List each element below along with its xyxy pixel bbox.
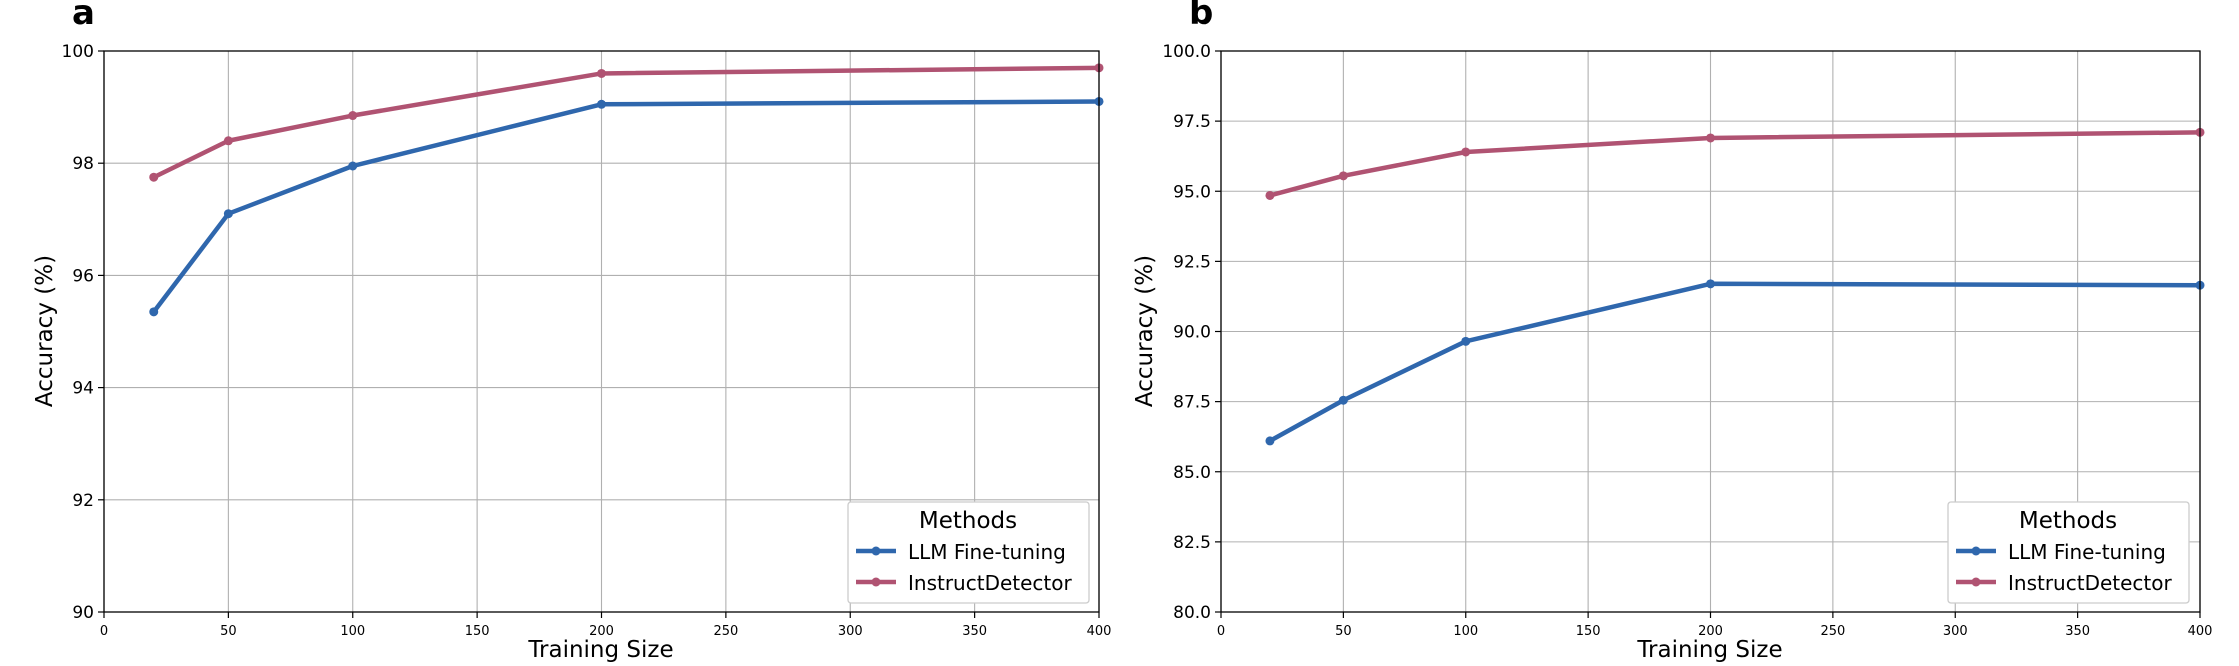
- x-tick-label: 300: [1943, 624, 1968, 639]
- legend-label: InstructDetector: [908, 571, 1072, 595]
- x-tick-label: 300: [838, 624, 863, 639]
- y-tick-label: 98: [72, 154, 94, 174]
- x-axis-label: Training Size: [1636, 637, 1782, 663]
- legend-entry-llm-fine-tuning: LLM Fine-tuning: [856, 540, 1066, 564]
- y-tick-label: 80.0: [1173, 603, 1211, 623]
- panel-letter: a: [72, 0, 95, 33]
- legend: Methods LLM Fine-tuning InstructDetector: [1947, 501, 2190, 604]
- x-tick-label: 250: [713, 624, 738, 639]
- legend-entry-llm-fine-tuning: LLM Fine-tuning: [1956, 540, 2166, 564]
- x-tick-label: 400: [2188, 624, 2213, 639]
- x-tick-label: 0: [100, 624, 108, 639]
- chart-panel-b: b 0 50 100 150 200 250 300 350 400 80.082.585.08…: [1132, 0, 2212, 663]
- y-tick-label: 97.5: [1173, 112, 1211, 132]
- x-tick-label: 350: [2065, 624, 2090, 639]
- legend-box: [1947, 501, 2190, 604]
- data-point-instructdetector: [1338, 171, 1348, 181]
- legend-entry-instructdetector: InstructDetector: [856, 571, 1072, 595]
- x-tick-label: 100: [340, 624, 365, 639]
- x-tick-label: 350: [962, 624, 987, 639]
- x-tick-label: 150: [1576, 624, 1601, 639]
- y-tick-label: 82.5: [1173, 533, 1211, 553]
- data-point-llm-fine-tuning: [597, 99, 606, 109]
- x-tick-label: 0: [1217, 624, 1225, 639]
- legend-label: InstructDetector: [2008, 571, 2172, 595]
- x-tick-label: 50: [220, 624, 237, 639]
- y-tick-label: 100: [62, 42, 94, 62]
- legend-entry-instructdetector: InstructDetector: [1956, 571, 2172, 595]
- y-tick-label: 100.0: [1162, 42, 1211, 62]
- data-point-llm-fine-tuning: [149, 307, 159, 317]
- y-tick-label: 95.0: [1173, 182, 1211, 202]
- y-tick-label: 92.5: [1173, 252, 1211, 272]
- x-tick-label: 100: [1453, 624, 1478, 639]
- legend-swatch-marker: [871, 577, 881, 587]
- legend-label: LLM Fine-tuning: [2008, 540, 2166, 564]
- data-point-instructdetector: [1706, 133, 1715, 143]
- y-tick-label: 94: [72, 379, 94, 399]
- x-axis-ticks: 0 50 100 150 200 250 300 350 400: [1217, 612, 2213, 639]
- legend-swatch-marker: [871, 546, 881, 556]
- series-layer: [1265, 127, 2205, 446]
- x-tick-label: 250: [1820, 624, 1845, 639]
- y-axis-ticks: 90 92 94 96 98 100: [62, 42, 104, 623]
- legend-box: [847, 501, 1090, 604]
- legend-swatch-marker: [1971, 546, 1981, 556]
- legend-title: Methods: [2019, 508, 2117, 534]
- y-tick-label: 90.0: [1173, 323, 1211, 343]
- data-point-llm-fine-tuning: [348, 161, 358, 171]
- chart-panel-a: a 0 50 100 150 200 250 300 350 400 90 92 94 96 98 100…: [32, 0, 1111, 663]
- legend-label: LLM Fine-tuning: [908, 540, 1066, 564]
- y-tick-label: 96: [72, 266, 94, 286]
- data-point-instructdetector: [348, 111, 358, 121]
- legend-title: Methods: [919, 508, 1017, 534]
- legend: Methods LLM Fine-tuning InstructDetector: [847, 501, 1090, 604]
- data-point-llm-fine-tuning: [1461, 336, 1471, 346]
- x-axis-ticks: 0 50 100 150 200 250 300 350 400: [100, 612, 1112, 639]
- x-axis-label: Training Size: [527, 637, 673, 663]
- data-point-llm-fine-tuning: [223, 209, 233, 219]
- data-point-instructdetector: [149, 172, 159, 182]
- y-axis-ticks: 80.0 82.5 85.0 87.5 90.0 92.5 95.0 97.5 100.0: [1162, 42, 1221, 623]
- data-point-instructdetector: [597, 68, 606, 78]
- data-point-instructdetector: [1461, 147, 1471, 157]
- legend-swatch-marker: [1971, 577, 1981, 587]
- data-point-llm-fine-tuning: [1706, 279, 1715, 289]
- x-tick-label: 50: [1335, 624, 1352, 639]
- x-tick-label: 200: [589, 624, 614, 639]
- data-point-llm-fine-tuning: [1338, 395, 1348, 405]
- x-tick-label: 150: [465, 624, 490, 639]
- x-tick-label: 200: [1698, 624, 1723, 639]
- data-point-instructdetector: [1265, 190, 1275, 200]
- panel-letter: b: [1189, 0, 1213, 33]
- y-tick-label: 87.5: [1173, 393, 1211, 413]
- data-point-instructdetector: [223, 136, 233, 146]
- y-axis-label: Accuracy (%): [1132, 255, 1158, 407]
- y-axis-label: Accuracy (%): [32, 255, 58, 407]
- data-point-llm-fine-tuning: [1265, 436, 1275, 446]
- x-tick-label: 400: [1087, 624, 1112, 639]
- y-tick-label: 90: [72, 603, 94, 623]
- y-tick-label: 85.0: [1173, 463, 1211, 483]
- y-tick-label: 92: [72, 491, 94, 511]
